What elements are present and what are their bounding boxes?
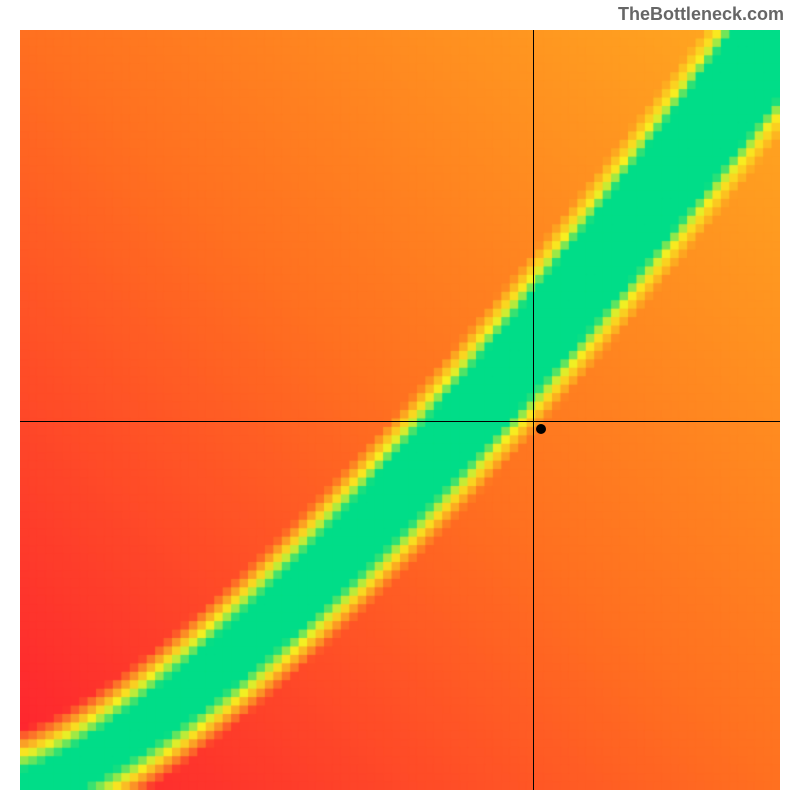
heatmap-canvas: [20, 30, 780, 790]
selection-marker: [536, 424, 546, 434]
bottleneck-heatmap-chart: [20, 30, 780, 790]
crosshair-vertical: [533, 30, 534, 790]
crosshair-horizontal: [20, 421, 780, 422]
watermark-text: TheBottleneck.com: [618, 4, 784, 25]
